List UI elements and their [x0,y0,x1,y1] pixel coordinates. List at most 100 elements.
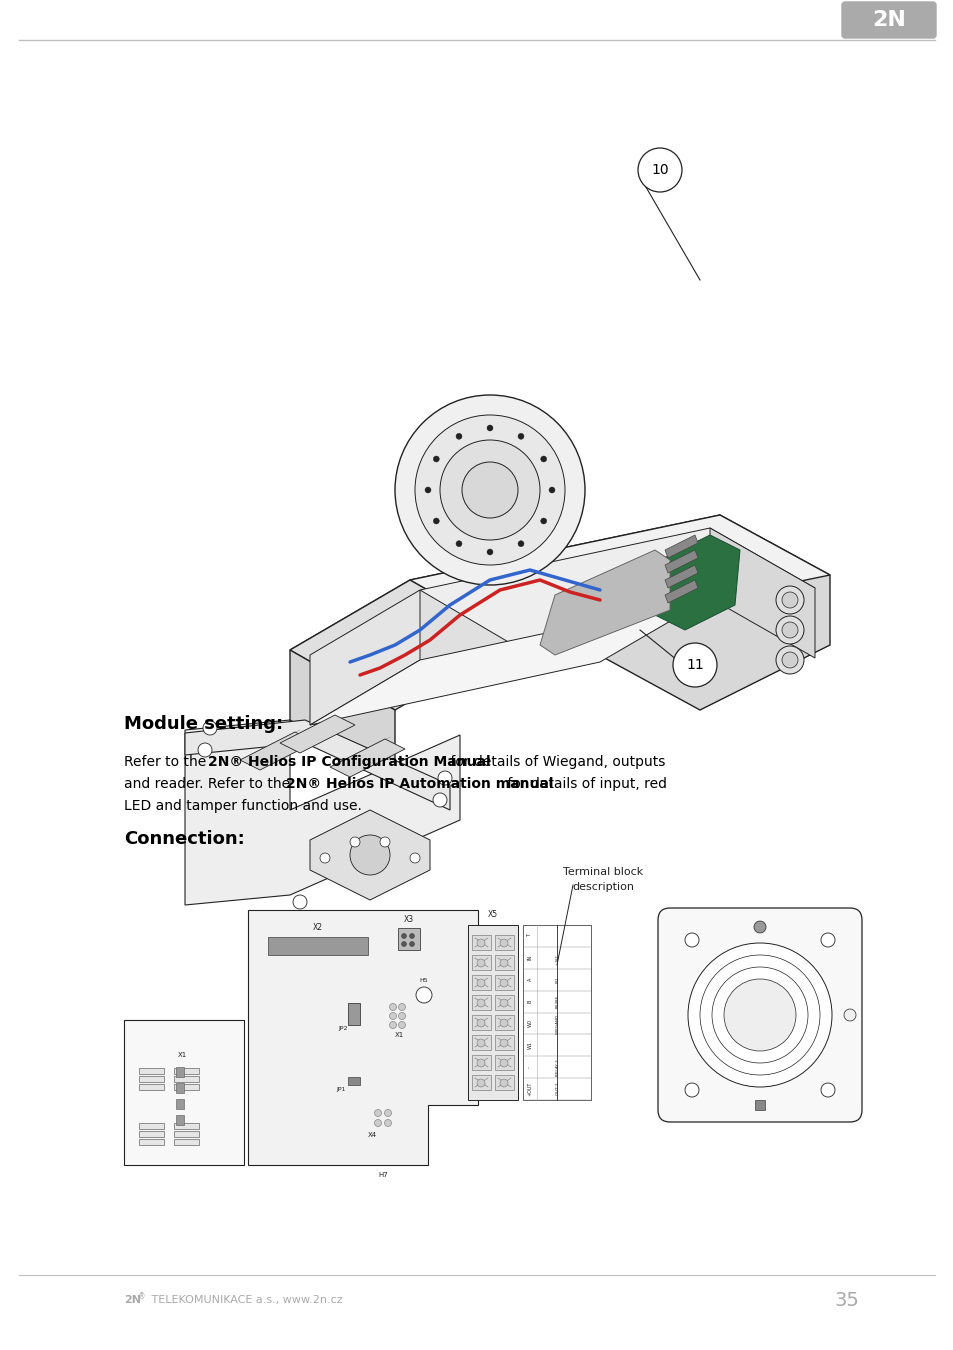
Circle shape [389,1012,396,1019]
Text: WIEGAND: WIEGAND [556,1014,559,1034]
Text: +OUT: +OUT [527,1081,532,1096]
Circle shape [401,941,406,946]
Text: TELEKOMUNIKACE a.s., www.2n.cz: TELEKOMUNIKACE a.s., www.2n.cz [148,1295,342,1305]
Circle shape [375,1110,381,1116]
Polygon shape [664,549,698,572]
Circle shape [843,1008,855,1021]
Polygon shape [410,514,829,640]
Text: RS485: RS485 [556,995,559,1008]
Circle shape [293,895,307,909]
Text: H7: H7 [377,1172,388,1179]
Circle shape [437,771,452,784]
Text: X4: X4 [368,1133,376,1138]
Circle shape [476,999,484,1007]
Circle shape [499,1019,507,1027]
Bar [472,954,491,971]
Bar [139,1068,164,1075]
Bar [472,1015,491,1030]
Circle shape [711,967,807,1062]
Circle shape [476,1019,484,1027]
Circle shape [456,433,461,439]
Circle shape [499,1040,507,1048]
FancyBboxPatch shape [841,1,935,38]
Text: X1: X1 [395,1031,404,1038]
Text: and reader. Refer to the: and reader. Refer to the [124,778,294,791]
Circle shape [409,941,414,946]
Text: Refer to the: Refer to the [124,755,211,770]
Bar [495,1054,514,1071]
Text: IN: IN [527,956,532,960]
Text: for details of input, red: for details of input, red [503,778,667,791]
Text: for details of Wiegand, outputs: for details of Wiegand, outputs [446,755,665,770]
Bar [472,1054,491,1071]
Circle shape [684,1083,699,1098]
Polygon shape [290,580,515,710]
Circle shape [638,148,681,192]
Polygon shape [539,549,669,655]
Circle shape [781,652,797,668]
Circle shape [375,1119,381,1126]
Polygon shape [664,535,698,558]
Circle shape [499,958,507,967]
Bar [472,936,491,950]
Circle shape [398,1022,405,1029]
Text: W1: W1 [527,1041,532,1049]
Bar [139,1123,164,1129]
Circle shape [433,518,438,524]
Circle shape [410,853,419,863]
Text: Connection:: Connection: [124,830,245,848]
Circle shape [433,792,447,807]
Circle shape [781,593,797,608]
Text: 11: 11 [685,657,703,672]
Bar [468,925,517,1100]
Bar [495,936,514,950]
Bar [495,1075,514,1089]
Circle shape [775,647,803,674]
Text: -: - [527,1066,532,1068]
Text: IN1: IN1 [556,976,559,983]
Circle shape [319,853,330,863]
Bar [173,1123,199,1129]
Text: 2N® Helios IP Automation manual: 2N® Helios IP Automation manual [286,778,554,791]
Text: 2N: 2N [124,1295,141,1305]
Bar [522,925,590,1100]
Bar [472,1075,491,1089]
Text: RELAY 2: RELAY 2 [556,1058,559,1076]
Circle shape [350,836,390,875]
Bar [173,1068,199,1075]
Text: JP1: JP1 [335,1087,345,1092]
Bar [124,1021,244,1165]
Bar [173,1139,199,1145]
Bar [348,1077,359,1085]
Bar [397,927,419,950]
Circle shape [486,425,493,431]
Bar [139,1139,164,1145]
Circle shape [499,999,507,1007]
Circle shape [415,414,564,566]
Bar [175,1066,184,1077]
Text: LED and tamper function and use.: LED and tamper function and use. [124,799,361,813]
Polygon shape [185,720,459,905]
Bar [495,1035,514,1050]
Bar [139,1084,164,1089]
Circle shape [439,440,539,540]
Circle shape [684,933,699,946]
Bar [173,1084,199,1089]
Bar [268,937,368,954]
Circle shape [384,1110,391,1116]
Circle shape [433,456,438,462]
Bar [495,1015,514,1030]
Polygon shape [310,590,419,725]
Text: 35: 35 [834,1291,859,1310]
Bar [139,1131,164,1137]
Bar [472,1035,491,1050]
Text: OUT 2: OUT 2 [556,1083,559,1095]
Circle shape [821,933,834,946]
Circle shape [203,721,216,734]
Bar [495,975,514,990]
Circle shape [398,1012,405,1019]
Text: X3: X3 [403,915,414,923]
Circle shape [499,940,507,946]
Text: X1: X1 [177,1052,187,1058]
Polygon shape [655,535,740,630]
